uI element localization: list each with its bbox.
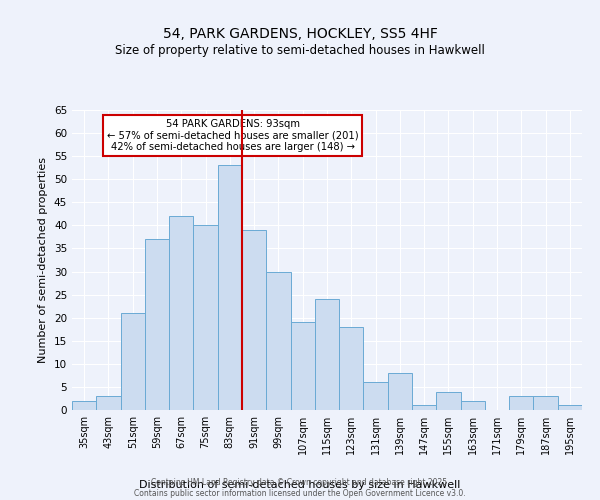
Bar [169,216,193,410]
Bar [339,327,364,410]
Bar [412,406,436,410]
Y-axis label: Number of semi-detached properties: Number of semi-detached properties [38,157,49,363]
Bar [145,239,169,410]
Bar [242,230,266,410]
Bar [290,322,315,410]
Bar [461,401,485,410]
Bar [72,401,96,410]
Bar [193,226,218,410]
Bar [388,373,412,410]
Bar [96,396,121,410]
Bar [509,396,533,410]
Bar [436,392,461,410]
Bar [533,396,558,410]
Text: Size of property relative to semi-detached houses in Hawkwell: Size of property relative to semi-detach… [115,44,485,57]
Text: 54 PARK GARDENS: 93sqm
← 57% of semi-detached houses are smaller (201)
42% of se: 54 PARK GARDENS: 93sqm ← 57% of semi-det… [107,119,358,152]
Bar [266,272,290,410]
Bar [121,313,145,410]
Bar [218,166,242,410]
Text: Distribution of semi-detached houses by size in Hawkwell: Distribution of semi-detached houses by … [139,480,461,490]
Text: Contains HM Land Registry data © Crown copyright and database right 2025.
Contai: Contains HM Land Registry data © Crown c… [134,478,466,498]
Bar [364,382,388,410]
Bar [315,299,339,410]
Text: 54, PARK GARDENS, HOCKLEY, SS5 4HF: 54, PARK GARDENS, HOCKLEY, SS5 4HF [163,28,437,42]
Bar [558,406,582,410]
